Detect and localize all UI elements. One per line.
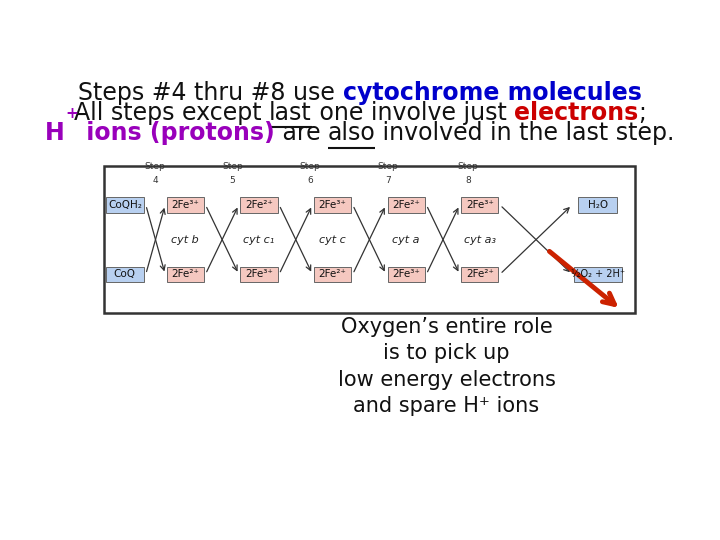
Text: 7: 7 [384, 176, 390, 185]
Text: +: + [65, 105, 78, 120]
Text: cyt b: cyt b [171, 234, 199, 245]
Bar [104, 166, 635, 313]
Text: 2Fe²⁺: 2Fe²⁺ [245, 200, 273, 210]
Text: Oxygen’s entire role
is to pick up
low energy electrons
and spare H⁺ ions: Oxygen’s entire role is to pick up low e… [338, 317, 555, 416]
Bar [240, 267, 277, 282]
Text: Step: Step [222, 162, 243, 171]
Text: cyt c: cyt c [319, 234, 346, 245]
Text: Step: Step [377, 162, 398, 171]
Text: also: also [328, 122, 375, 145]
Bar [462, 197, 498, 213]
Text: 2Fe³⁺: 2Fe³⁺ [245, 269, 273, 279]
Text: cyt a₃: cyt a₃ [464, 234, 496, 245]
Text: cytochrome molecules: cytochrome molecules [343, 80, 642, 105]
Text: involved in the last step.: involved in the last step. [375, 122, 675, 145]
Text: 2Fe³⁺: 2Fe³⁺ [319, 200, 346, 210]
Bar [106, 267, 144, 282]
Text: 2Fe³⁺: 2Fe³⁺ [171, 200, 199, 210]
Text: Steps #4 thru #8 use: Steps #4 thru #8 use [78, 80, 343, 105]
Text: 2Fe²⁺: 2Fe²⁺ [319, 269, 346, 279]
Text: 5: 5 [230, 176, 235, 185]
Bar [578, 197, 617, 213]
Text: CoQ: CoQ [114, 269, 136, 279]
Text: are: are [274, 122, 328, 145]
Text: one involve just: one involve just [312, 100, 514, 125]
Text: Step: Step [145, 162, 166, 171]
Bar [240, 197, 277, 213]
Bar [314, 197, 351, 213]
Bar [387, 197, 425, 213]
Text: last: last [269, 100, 312, 125]
Bar [462, 267, 498, 282]
Text: cyt a: cyt a [392, 234, 420, 245]
Text: All steps except: All steps except [74, 100, 269, 125]
Text: 2Fe²⁺: 2Fe²⁺ [466, 269, 494, 279]
Text: 2Fe³⁺: 2Fe³⁺ [466, 200, 494, 210]
Text: CoQH₂: CoQH₂ [108, 200, 142, 210]
Text: 2Fe²⁺: 2Fe²⁺ [171, 269, 199, 279]
Text: 6: 6 [307, 176, 313, 185]
Text: 8: 8 [465, 176, 471, 185]
Text: ½O₂ + 2H⁺: ½O₂ + 2H⁺ [570, 269, 625, 279]
Bar [167, 267, 204, 282]
Text: H: H [45, 122, 65, 145]
Text: H₂O: H₂O [588, 200, 608, 210]
Text: Step: Step [458, 162, 479, 171]
Bar [387, 267, 425, 282]
Text: 2Fe²⁺: 2Fe²⁺ [392, 200, 420, 210]
Text: ;: ; [639, 100, 646, 125]
Text: Step: Step [300, 162, 320, 171]
Bar [574, 267, 621, 282]
Text: cyt c₁: cyt c₁ [243, 234, 274, 245]
Text: ions (protons): ions (protons) [78, 122, 274, 145]
Text: 2Fe³⁺: 2Fe³⁺ [392, 269, 420, 279]
Bar [106, 197, 144, 213]
Text: 4: 4 [153, 176, 158, 185]
Text: electrons: electrons [514, 100, 639, 125]
Bar [314, 267, 351, 282]
Bar [167, 197, 204, 213]
